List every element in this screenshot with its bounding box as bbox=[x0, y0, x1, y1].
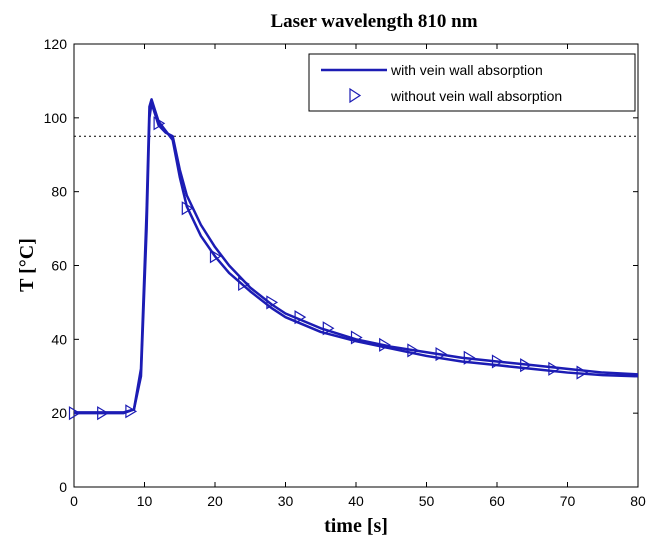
x-axis-label: time [s] bbox=[324, 515, 388, 537]
triangle-marker bbox=[379, 337, 391, 352]
legend-box bbox=[308, 53, 636, 112]
marker-layer bbox=[68, 116, 589, 421]
triangle-marker bbox=[350, 330, 363, 345]
y-tick-label: 100 bbox=[44, 110, 68, 126]
x-tick-label: 0 bbox=[70, 493, 78, 509]
triangle-marker bbox=[463, 350, 476, 365]
triangle-marker bbox=[520, 358, 532, 373]
y-tick-label: 60 bbox=[51, 258, 67, 274]
x-tick-label: 60 bbox=[489, 493, 505, 509]
plot-area bbox=[73, 43, 639, 488]
x-tick-label: 20 bbox=[207, 493, 223, 509]
x-tick-label: 80 bbox=[630, 493, 646, 509]
x-tick-label: 50 bbox=[419, 493, 435, 509]
series-layer bbox=[74, 98, 639, 415]
x-tick-label: 70 bbox=[560, 493, 576, 509]
triangle-marker bbox=[68, 406, 81, 421]
y-tick-label: 40 bbox=[51, 331, 67, 347]
legend-label-without: without vein wall absorption bbox=[390, 88, 562, 104]
series-without-vein-wall-absorption bbox=[74, 98, 639, 415]
chart-title: Laser wavelength 810 nm bbox=[270, 11, 477, 32]
y-tick-label: 20 bbox=[51, 405, 67, 421]
x-tick-label: 10 bbox=[137, 493, 153, 509]
triangle-marker bbox=[97, 406, 109, 421]
triangle-marker bbox=[209, 249, 222, 264]
y-axis-label: T [°C] bbox=[16, 238, 38, 292]
triangle-marker bbox=[407, 343, 420, 358]
y-tick-label: 0 bbox=[59, 479, 67, 495]
triangle-marker bbox=[548, 361, 561, 376]
triangle-marker bbox=[153, 116, 166, 131]
y-tick-label: 120 bbox=[44, 36, 68, 52]
triangle-marker bbox=[238, 276, 250, 292]
legend-label-with: with vein wall absorption bbox=[390, 62, 543, 78]
triangle-marker bbox=[266, 295, 279, 310]
triangle-marker bbox=[181, 201, 194, 216]
triangle-marker bbox=[294, 310, 307, 325]
y-tick-label: 80 bbox=[51, 184, 67, 200]
legend-triangle-swatch bbox=[349, 87, 362, 104]
triangle-marker bbox=[491, 354, 504, 369]
x-tick-label: 30 bbox=[278, 493, 294, 509]
triangle-marker bbox=[435, 347, 448, 362]
triangle-marker bbox=[125, 404, 138, 419]
x-tick-label: 40 bbox=[348, 493, 364, 509]
triangle-marker bbox=[576, 365, 589, 380]
axis-ticks: 0 10 20 30 40 50 60 70 80 0 20 40 60 80 100 120 bbox=[44, 36, 646, 509]
triangle-marker bbox=[322, 321, 335, 336]
